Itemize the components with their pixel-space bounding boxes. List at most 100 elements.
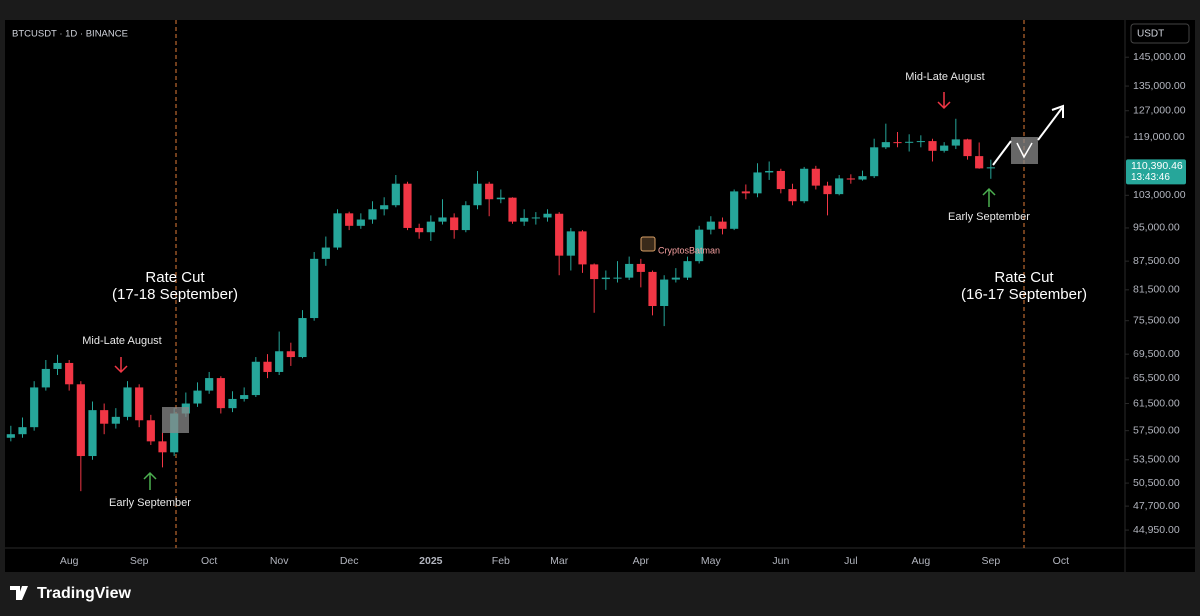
candle-body: [426, 221, 435, 233]
candle-body: [940, 145, 949, 151]
candle-body: [986, 167, 995, 169]
candle-body: [683, 261, 692, 278]
currency-label[interactable]: USDT: [1137, 29, 1164, 40]
projection-line: [992, 140, 1012, 166]
candle-body: [380, 205, 389, 210]
candle-body: [671, 277, 680, 280]
y-tick-label: 69,500.00: [1133, 348, 1180, 360]
annotation: Early September: [948, 211, 1030, 223]
highlight-box: [1011, 137, 1038, 164]
candle-body: [111, 416, 120, 424]
countdown: 13:43:46: [1131, 172, 1170, 183]
watermark: CryptosBatman: [658, 245, 720, 255]
candle-body: [601, 277, 610, 280]
candle-body: [30, 387, 39, 428]
candle-body: [765, 170, 774, 173]
candle-body: [310, 258, 319, 319]
annotation: (16-17 September): [961, 286, 1087, 303]
candle-body: [53, 362, 62, 369]
y-tick-label: 87,500.00: [1133, 255, 1180, 267]
candle-body: [65, 362, 74, 385]
candle-body: [403, 183, 412, 228]
x-tick-label: Sep: [130, 555, 149, 567]
projection-v: [1016, 142, 1033, 159]
last-price-label: 110,390.46: [1131, 160, 1183, 172]
x-tick-label: Oct: [201, 555, 217, 567]
candle-body: [800, 168, 809, 202]
candle-body: [356, 219, 365, 226]
brand[interactable]: TradingView: [37, 585, 132, 602]
annotation: Mid-Late August: [905, 71, 985, 83]
candle-body: [298, 318, 307, 358]
y-tick-label: 47,700.00: [1133, 500, 1180, 512]
candle-body: [858, 176, 867, 180]
candle-body: [753, 172, 762, 194]
candles: [6, 118, 995, 492]
candle-body: [485, 183, 494, 200]
candle-body: [100, 410, 109, 424]
symbol-title: BTCUSDT · 1D · BINANCE: [12, 29, 128, 40]
candle-body: [823, 185, 832, 195]
candle-body: [275, 351, 284, 372]
candle-body: [695, 229, 704, 262]
currency-button[interactable]: [1130, 23, 1190, 44]
candle-body: [625, 263, 634, 278]
candle-body: [648, 271, 657, 307]
candle-body: [741, 191, 750, 194]
candle-body: [321, 247, 330, 259]
candle-body: [18, 427, 27, 435]
annotation: Rate Cut: [994, 269, 1054, 286]
candle-body: [963, 139, 972, 157]
candle-body: [846, 178, 855, 180]
highlight-box: [162, 407, 189, 433]
projection-arrow: [1037, 107, 1063, 141]
candle-body: [730, 191, 739, 229]
x-tick-label: Feb: [492, 555, 510, 567]
y-tick-label: 145,000.00: [1133, 51, 1186, 63]
candle-body: [496, 197, 505, 200]
candle-body: [555, 213, 564, 256]
candle-body: [88, 410, 97, 457]
x-tick-label: Mar: [550, 555, 569, 567]
candle-body: [240, 395, 249, 399]
y-tick-label: 44,950.00: [1133, 524, 1180, 536]
candle-body: [776, 170, 785, 190]
candle-body: [135, 387, 144, 421]
candle-body: [916, 141, 925, 143]
candle-body: [123, 387, 132, 417]
candle-body: [835, 178, 844, 195]
candle-body: [345, 213, 354, 226]
price-axis: 145,000.00 135,000.00 127,000.00 119,000.00…: [1125, 51, 1186, 536]
candle-body: [216, 378, 225, 409]
candle-body: [461, 205, 470, 231]
candle-body: [368, 209, 377, 220]
candle-body: [520, 217, 529, 222]
up-arrow: [982, 187, 996, 207]
projection-arrowhead: [1051, 104, 1064, 118]
candle-body: [391, 183, 400, 206]
x-tick-label: Aug: [911, 555, 930, 567]
candle-body: [590, 264, 599, 280]
y-tick-label: 81,500.00: [1133, 284, 1180, 296]
candle-body: [660, 279, 669, 307]
candle-body: [251, 361, 260, 396]
y-tick-label: 57,500.00: [1133, 424, 1180, 436]
candle-body: [928, 141, 937, 151]
x-tick-label: Nov: [270, 555, 289, 567]
x-tick-label: Jul: [844, 555, 857, 567]
candle-body: [6, 434, 15, 438]
y-tick-label: 127,000.00: [1133, 105, 1186, 117]
candle-body: [41, 368, 50, 388]
annotation: Rate Cut: [145, 269, 205, 286]
candle-body: [473, 183, 482, 206]
candle-body: [286, 351, 295, 358]
candle-body: [193, 390, 202, 404]
candle-body: [76, 384, 85, 457]
last-price-tag: [1126, 159, 1186, 185]
candle-body: [438, 217, 447, 222]
candle-body: [158, 441, 167, 453]
candle-body: [951, 139, 960, 146]
candle-body: [333, 213, 342, 248]
